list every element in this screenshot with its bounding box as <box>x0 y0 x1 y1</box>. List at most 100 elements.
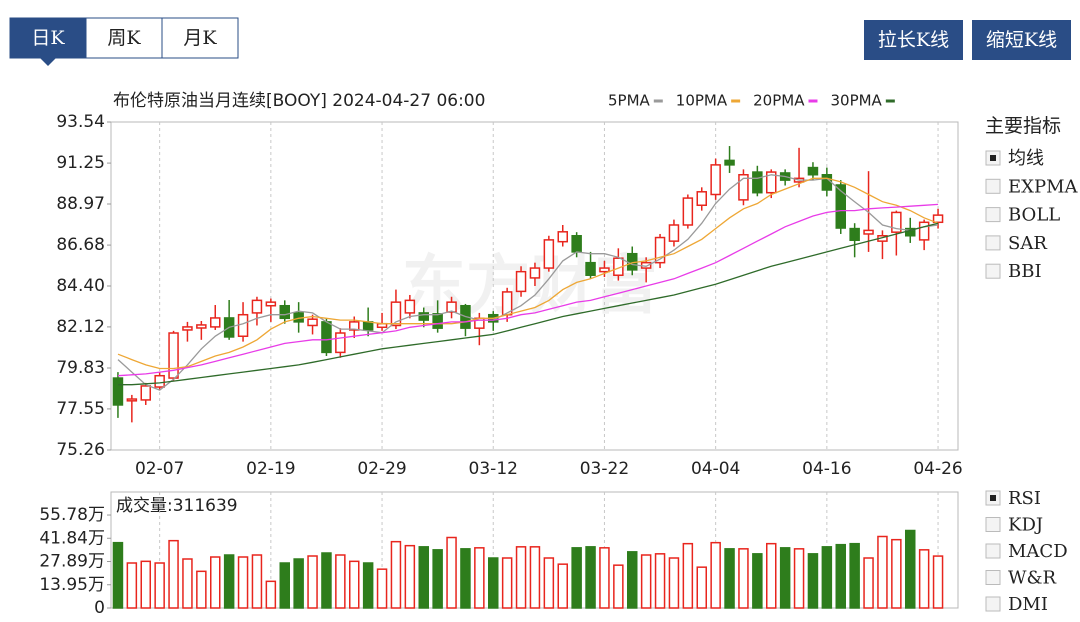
volume-bar <box>126 562 138 609</box>
volume-bar <box>335 554 346 609</box>
volume-bar <box>154 562 165 609</box>
button[interactable] <box>972 20 1071 60</box>
volume-bar <box>446 536 457 609</box>
x-tick-label: 03-22 <box>580 459 629 479</box>
candle-body <box>585 261 596 276</box>
volume-bar <box>696 566 707 609</box>
candle-body <box>237 313 249 337</box>
volume-bar <box>766 542 777 609</box>
volume-bar <box>251 554 263 609</box>
candle-body <box>710 164 721 196</box>
candle-body <box>724 159 735 166</box>
button-label[interactable]: 拉长K线 <box>878 29 949 51</box>
volume-bar <box>668 557 680 609</box>
candle-body <box>265 301 277 307</box>
button-label[interactable]: 缩短K线 <box>986 29 1057 51</box>
candle-body <box>682 197 694 226</box>
volume-bar <box>835 543 846 609</box>
candle-body <box>126 398 138 402</box>
volume-bar <box>627 551 638 609</box>
candle-body <box>849 227 860 241</box>
indicator-label[interactable]: W&R <box>1008 568 1057 589</box>
volume-bar <box>710 541 721 609</box>
x-tick-label: 02-07 <box>135 459 184 479</box>
volume-bar <box>501 557 513 609</box>
tab-label[interactable]: 月K <box>183 27 217 49</box>
x-tick-label: 02-29 <box>357 459 406 479</box>
candle-body <box>863 229 874 235</box>
checkbox[interactable] <box>985 207 1001 223</box>
volume-bar <box>585 546 596 609</box>
volume-bar <box>599 547 610 609</box>
candle-body <box>557 231 568 243</box>
y-tick-label: 82.12 <box>56 317 105 337</box>
y-tick-label: 27.89万 <box>39 552 105 572</box>
indicator-label[interactable]: BBI <box>1008 261 1042 282</box>
checkbox[interactable] <box>985 570 1001 585</box>
candle-body <box>279 304 290 320</box>
volume-bar <box>418 546 429 609</box>
indicator-label[interactable]: RSI <box>1008 488 1041 509</box>
volume-bar <box>752 553 763 609</box>
indicator-label[interactable]: DMI <box>1008 594 1048 615</box>
button[interactable] <box>864 20 963 60</box>
y-tick-label: 0 <box>94 598 105 618</box>
candle-body <box>390 301 402 327</box>
volume-bar <box>168 539 179 609</box>
candle-body <box>821 174 833 191</box>
volume-bar <box>210 556 221 609</box>
tab-pointer <box>40 58 56 66</box>
x-tick-label: 04-26 <box>913 459 962 479</box>
indicator-label[interactable]: 均线 <box>1008 148 1044 169</box>
ma-line <box>117 203 939 377</box>
candle-body <box>446 301 457 313</box>
indicator-label[interactable]: SAR <box>1008 233 1047 254</box>
indicator-label[interactable]: MACD <box>1008 541 1068 562</box>
checkbox[interactable] <box>985 543 1001 559</box>
volume-bar <box>196 570 207 609</box>
candle-body <box>515 270 527 293</box>
volume-bar <box>362 562 374 609</box>
volume-bar <box>488 557 499 609</box>
volume-bar <box>779 547 791 609</box>
indicator-label[interactable]: BOLL <box>1008 205 1060 226</box>
volume-bar <box>404 544 416 609</box>
tab-label[interactable]: 周K <box>107 27 141 49</box>
volume-bar <box>863 557 874 609</box>
checkbox[interactable] <box>985 263 1001 279</box>
volume-bar <box>849 542 860 609</box>
volume-bar <box>724 548 735 609</box>
checkbox[interactable] <box>985 235 1001 251</box>
y-tick-label: 55.78万 <box>39 505 105 525</box>
candle-body <box>891 211 902 233</box>
volume-bar <box>279 562 290 609</box>
tab[interactable] <box>161 17 239 59</box>
volume-bar <box>557 563 568 609</box>
candle-body <box>571 235 582 253</box>
volume-bar <box>307 555 318 609</box>
x-tick-label: 03-12 <box>469 459 518 479</box>
indicator-label[interactable]: KDJ <box>1008 515 1043 536</box>
candle-body <box>696 191 707 207</box>
tab[interactable] <box>9 17 87 59</box>
y-tick-label: 93.54 <box>56 112 105 132</box>
candle-body <box>738 174 749 201</box>
volume-bar <box>529 546 541 609</box>
checkbox[interactable] <box>985 517 1001 532</box>
volume-bar <box>182 558 193 609</box>
candle-body <box>668 224 680 242</box>
volume-bar <box>140 560 151 609</box>
volume-bar <box>460 548 471 609</box>
volume-bar <box>543 557 555 609</box>
x-tick-label: 04-04 <box>691 459 740 479</box>
checkbox[interactable] <box>985 178 1001 194</box>
candle-body <box>418 312 429 321</box>
volume-bar <box>793 548 805 609</box>
checkbox[interactable] <box>985 596 1001 612</box>
indicator-label[interactable]: EXPMA <box>1008 176 1078 197</box>
candle-body <box>807 166 819 176</box>
tab-label[interactable]: 日K <box>31 27 65 49</box>
volume-bar <box>112 541 124 609</box>
candle-body <box>654 236 666 264</box>
